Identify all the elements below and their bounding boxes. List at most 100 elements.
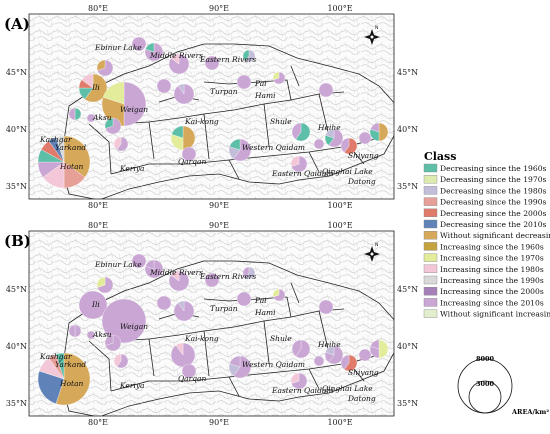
pie-glyph-7-b bbox=[204, 272, 220, 288]
pie-slice-19-1-b bbox=[291, 339, 302, 357]
region-label-10-a: Kashgar bbox=[39, 135, 72, 144]
pie-slice-19-0-b bbox=[295, 339, 311, 359]
pie-slice-4-0-a bbox=[131, 36, 147, 52]
region-label-4-b: Pai bbox=[254, 296, 267, 305]
lon-bottom-90-a: 90°E bbox=[209, 201, 229, 210]
region-label-9-a: Kai-kong bbox=[184, 117, 219, 126]
pie-slice-0-4-b bbox=[55, 352, 65, 380]
pie-glyph-27-a bbox=[86, 113, 96, 123]
pie-glyph-21-b bbox=[290, 372, 308, 390]
region-label-10-b: Kashgar bbox=[39, 352, 72, 361]
legend-label-7: Increasing since the 1960s bbox=[440, 242, 544, 251]
pie-glyph-11-b bbox=[156, 295, 172, 311]
pie-slice-12-1-a bbox=[177, 83, 185, 95]
pie-slice-21-0-b bbox=[291, 372, 308, 390]
pie-glyph-7-a bbox=[204, 55, 220, 71]
lon-top-100-b: 100°E bbox=[327, 221, 352, 230]
region-label-8-b: Weigan bbox=[120, 322, 148, 331]
pie-glyph-0-b bbox=[37, 352, 91, 406]
lon-bottom-80-b: 80°E bbox=[88, 418, 108, 427]
pie-glyph-10-b bbox=[236, 291, 252, 307]
pie-slice-17-0-b bbox=[181, 363, 197, 379]
pie-slice-0-1-b bbox=[37, 370, 65, 404]
region-label-15-a: Shule bbox=[270, 117, 292, 126]
region-label-19-b: Eastern Qaidam bbox=[271, 386, 333, 395]
pie-slice-5-1-b bbox=[145, 259, 155, 270]
region-label-5-a: Turpan bbox=[210, 87, 238, 96]
north-letter-a: N bbox=[375, 25, 378, 31]
pie-slice-17-0-a bbox=[181, 146, 197, 162]
map-frame-b bbox=[28, 230, 395, 417]
region-label-1-a: Middle Rivers bbox=[149, 51, 203, 60]
pie-slice-23-2-b bbox=[325, 345, 335, 356]
pie-slice-9-1-b bbox=[272, 288, 280, 298]
region-label-21-b: Datong bbox=[347, 394, 376, 403]
lat-left-45-b: 45°N bbox=[6, 285, 27, 294]
pie-slice-14-1-a bbox=[104, 117, 114, 129]
pie-slice-26-2-b bbox=[370, 339, 380, 350]
pie-slice-15-0-b bbox=[116, 353, 129, 369]
pie-slice-3-1-a bbox=[96, 59, 106, 71]
pie-slice-14-1-b bbox=[104, 334, 114, 346]
pie-glyph-25-a bbox=[358, 131, 372, 145]
size-label-small: 3000 bbox=[476, 380, 495, 388]
region-label-7-b: Aksu bbox=[92, 330, 112, 339]
pie-slice-10-0-a bbox=[236, 74, 252, 90]
pie-slice-19-0-a bbox=[295, 122, 311, 142]
pie-slice-4-0-b bbox=[131, 253, 147, 269]
pie-layer-b bbox=[37, 253, 389, 406]
pie-slice-13-1-a bbox=[101, 97, 125, 127]
pie-slice-1-0-b bbox=[78, 290, 108, 320]
pie-slice-8-1-a bbox=[242, 49, 250, 62]
lon-top-100-a: 100°E bbox=[327, 4, 352, 13]
legend-swatch-9 bbox=[423, 264, 438, 273]
pie-slice-23-0-a bbox=[328, 128, 344, 148]
lat-right-35-b: 35°N bbox=[397, 399, 418, 408]
pie-slice-9-1-a bbox=[272, 71, 280, 81]
pie-glyph-26-a bbox=[369, 122, 389, 142]
pie-glyph-17-b bbox=[181, 363, 197, 379]
pie-slice-14-0-b bbox=[105, 334, 122, 352]
pie-glyph-28-b bbox=[68, 324, 82, 338]
pie-slice-0-0-a bbox=[63, 135, 91, 178]
pie-slice-25-0-a bbox=[358, 131, 372, 145]
pie-slice-8-0-a bbox=[245, 49, 256, 63]
pie-slice-0-7-a bbox=[55, 135, 65, 163]
pie-glyph-14-a bbox=[104, 117, 122, 135]
pie-glyph-12-b bbox=[173, 300, 195, 322]
pie-glyph-28-a bbox=[68, 107, 82, 121]
legend-label-11: Increasing since the 2000s bbox=[440, 287, 544, 296]
pie-slice-25-0-b bbox=[358, 348, 372, 362]
legend-swatch-13 bbox=[423, 309, 438, 318]
region-label-9-b: Kai-kong bbox=[184, 334, 219, 343]
pie-slice-24-1-b bbox=[340, 354, 350, 370]
pie-slice-13-2-a bbox=[102, 81, 125, 105]
region-label-19-a: Eastern Qaidam bbox=[271, 169, 333, 178]
legend-label-0: Decreasing since the 1960s bbox=[440, 164, 547, 173]
size-label-large: 8000 bbox=[476, 355, 495, 363]
pie-glyph-27-b bbox=[86, 330, 96, 340]
pie-glyph-4-b bbox=[131, 253, 147, 269]
region-label-13-a: Keriya bbox=[119, 164, 145, 173]
lat-right-40-b: 40°N bbox=[397, 342, 418, 351]
lon-top-90-b: 90°E bbox=[209, 221, 229, 230]
legend-swatch-5 bbox=[423, 219, 438, 229]
legend-label-8: Increasing since the 1970s bbox=[440, 254, 544, 263]
pie-glyph-8-b bbox=[242, 266, 256, 280]
legend-label-2: Decreasing since the 1980s bbox=[440, 186, 547, 195]
pie-slice-28-1-b bbox=[68, 324, 76, 338]
pie-glyph-12-a bbox=[173, 83, 195, 105]
pie-slice-21-1-b bbox=[290, 372, 300, 384]
region-label-7-a: Aksu bbox=[92, 113, 112, 122]
region-label-13-b: Keriya bbox=[119, 381, 145, 390]
pie-slice-20-0-b bbox=[318, 299, 334, 315]
legend-swatch-7 bbox=[423, 242, 438, 251]
legend-swatch-2 bbox=[423, 186, 438, 195]
pie-slice-28-0-a bbox=[74, 107, 82, 121]
legend-label-10: Increasing since the 1990s bbox=[440, 276, 544, 285]
pie-glyph-3-b bbox=[96, 276, 114, 294]
pie-glyph-24-b bbox=[340, 354, 358, 372]
